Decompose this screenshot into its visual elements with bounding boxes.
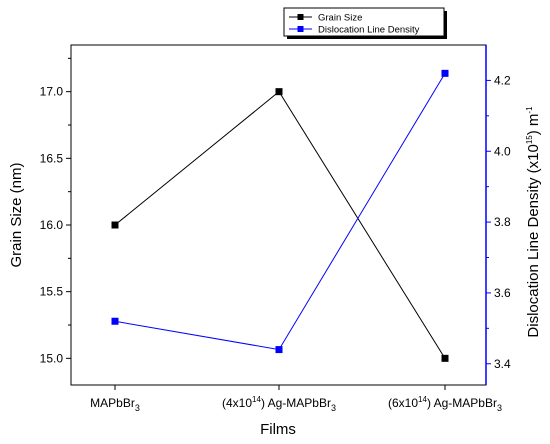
y-tick-label: 16.5 — [40, 151, 64, 165]
data-point — [441, 354, 449, 362]
y-tick-label: 17.0 — [40, 85, 64, 99]
data-point — [111, 221, 119, 229]
y2-axis-title: Dislocation Line Density (x1015) m-1 — [525, 106, 542, 338]
y2-tick-label: 3.6 — [494, 286, 511, 300]
data-point — [275, 346, 283, 354]
x-tick-label: MAPbBr3 — [90, 396, 140, 413]
legend-box — [283, 7, 445, 37]
x-axis-ticks: MAPbBr3 (4x1014) Ag-MAPbBr3 (6x1014) Ag-MA… — [90, 385, 502, 413]
data-point — [441, 69, 449, 77]
y-tick-label: 16.0 — [40, 218, 64, 232]
y2-tick-label: 4.2 — [494, 73, 511, 87]
legend-label: Grain Size — [318, 13, 362, 24]
series-layer — [111, 69, 449, 362]
x-tick-label: (4x1014) Ag-MAPbBr3 — [222, 395, 336, 413]
y-tick-label: 15.0 — [40, 351, 64, 365]
y2-tick-label: 3.4 — [494, 357, 511, 371]
legend-marker — [297, 26, 304, 32]
left-axis-ticks: 15.0 15.5 16.0 16.5 17.0 — [40, 57, 71, 365]
y2-tick-label: 3.8 — [494, 215, 511, 229]
data-point — [275, 88, 283, 96]
plot-frame — [70, 44, 487, 386]
x-tick-label: (6x1014) Ag-MAPbBr3 — [388, 395, 502, 413]
right-axis-ticks: 3.4 3.6 3.8 4.0 4.2 — [486, 73, 511, 371]
y-tick-label: 15.5 — [40, 285, 64, 299]
y2-tick-label: 4.0 — [494, 144, 511, 158]
x-axis-title: Films — [260, 421, 296, 438]
legend-label: Dislocation Line Density — [318, 25, 420, 36]
series-line-1 — [114, 73, 446, 351]
data-point — [111, 317, 119, 325]
series-line-0 — [114, 90, 446, 359]
y-axis-title: Grain Size (nm) — [8, 162, 25, 267]
legend-marker — [297, 14, 304, 20]
